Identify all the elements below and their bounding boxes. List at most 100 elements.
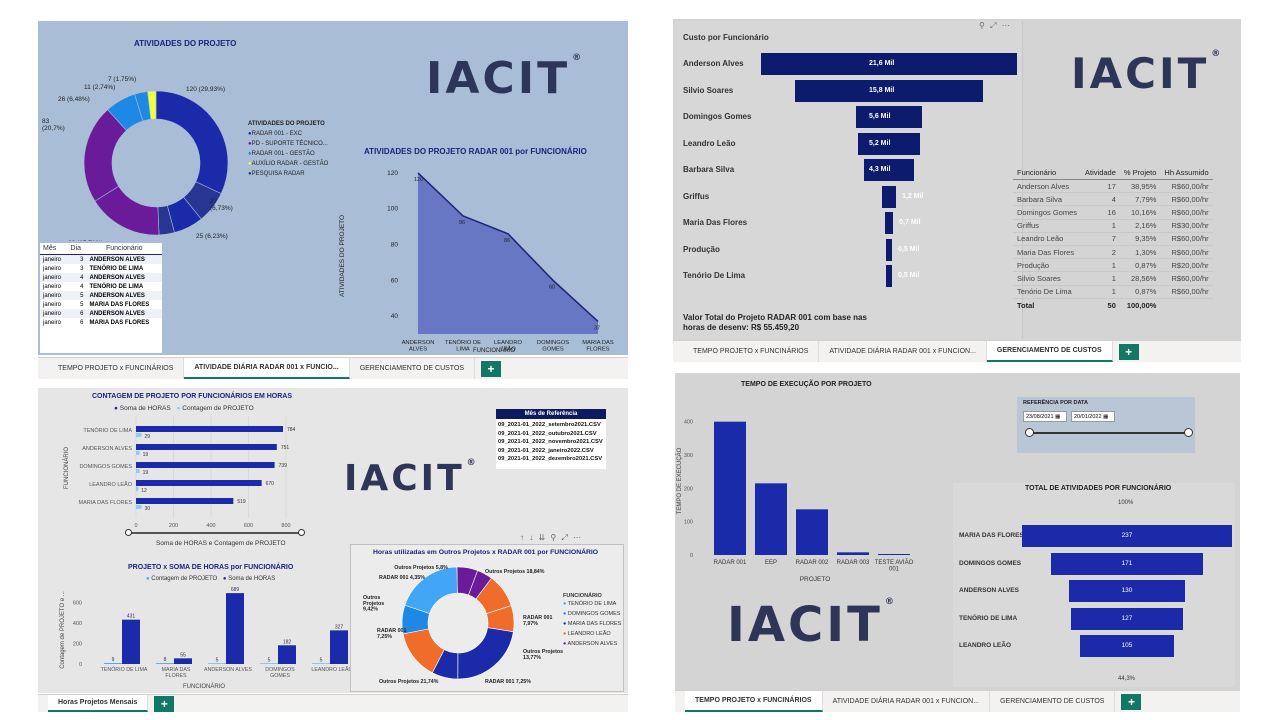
date-from-input[interactable]: 23/08/2021 ▦ (1023, 411, 1067, 422)
slider-handle-left[interactable] (125, 529, 132, 536)
table-row[interactable]: Domingos Gomes 16 10,16% R$60,00/hr (1013, 205, 1213, 220)
column-header[interactable]: Funcionário (1013, 166, 1082, 180)
funnel-visual[interactable]: Custo por Funcionário Anderson Alves 21,6… (675, 21, 1023, 339)
activities-area-chart[interactable]: ATIVIDADES DO PROJETO 120 100 80 60 40 120 ANDE… (334, 156, 624, 352)
hbar-slider[interactable] (125, 529, 305, 536)
funnel-bar[interactable] (1022, 525, 1232, 547)
horas-bar[interactable] (136, 480, 262, 486)
table-row[interactable]: janeiro 6 MARIA DAS FLORES (40, 318, 162, 327)
add-page-button[interactable]: + (1118, 343, 1139, 360)
horas-bar[interactable] (136, 498, 234, 504)
slider-handle-right[interactable] (298, 529, 305, 536)
column-header[interactable]: Dia (67, 243, 87, 255)
page-tab[interactable]: ATIVIDADE DIÁRIA RADAR 001 x FUNCIO... (184, 358, 350, 379)
column-header[interactable]: % Projeto (1119, 166, 1161, 180)
horas-column[interactable] (278, 645, 296, 664)
donut-slice[interactable] (155, 90, 229, 195)
drill-down-icon[interactable]: ↓ (529, 533, 534, 542)
contagem-bar[interactable] (136, 487, 139, 491)
donut-slice[interactable] (404, 566, 458, 614)
date-to-input[interactable]: 20/01/2022 ▦ (1071, 411, 1115, 422)
funnel-bar[interactable] (761, 53, 1017, 75)
donut-slice[interactable] (457, 627, 514, 680)
month-slicer[interactable]: Mês de Referência 09_2021-01_2022_setemb… (496, 409, 606, 469)
page-tab[interactable]: TEMPO PROJETO x FUNCINÁRIOS (683, 341, 820, 362)
legend-item[interactable]: ●RADAR 001 - GESTÃO (248, 149, 328, 159)
donut-slice[interactable] (147, 90, 157, 120)
funnel-bar[interactable] (886, 238, 892, 261)
contagem-column[interactable] (260, 663, 278, 664)
more-options-icon[interactable]: ⋯ (573, 533, 582, 542)
execution-column[interactable] (796, 509, 828, 555)
execution-column[interactable] (878, 554, 910, 555)
hours-donut-chart[interactable]: Outros Projetos 5,8% RADAR 001 4,35% Outro… (351, 557, 625, 691)
page-tab[interactable]: GERENCIAMENTO DE CUSTOS (990, 691, 1116, 712)
table-row[interactable]: Leandro Leão 7 9,35% R$60,00/hr (1013, 232, 1213, 246)
legend-item[interactable]: ● MARIA DAS FLORES (563, 619, 621, 629)
contagem-column[interactable] (208, 663, 226, 664)
funnel-bar[interactable] (1051, 552, 1203, 575)
contagem-bar[interactable] (136, 451, 140, 455)
hours-bar-chart[interactable]: FUNCIONÁRIO TENÓRIO DE LIMA 784 29 ANDERSON … (58, 416, 308, 550)
cost-table[interactable]: Funcionário Atividade% Projeto Hh Assumido… (1013, 166, 1213, 312)
column-header[interactable]: Funcionário (86, 243, 162, 255)
date-range-slider[interactable] (1025, 428, 1193, 437)
project-hours-column-chart[interactable]: Contagem de PROJETO e ... 600 400 200 0 9 431 T… (54, 584, 350, 690)
column-header[interactable]: Mês (40, 243, 68, 255)
activities-funnel-chart[interactable]: MARIA DAS FLORES 237 DOMINGOS GOMES 171 ANDE… (953, 513, 1235, 673)
more-options-icon[interactable]: ⋯ (1001, 21, 1010, 30)
slicer-item[interactable]: 09_2021-01_2022_setembro2021.CSV (498, 422, 601, 428)
focus-mode-icon[interactable]: ⤢ (561, 533, 568, 542)
horas-bar[interactable] (136, 426, 283, 432)
funnel-bar[interactable] (1069, 580, 1185, 602)
funnel-bar[interactable] (1070, 607, 1184, 630)
contagem-column[interactable] (104, 663, 122, 664)
page-tab[interactable]: TEMPO PROJETO x FUNCINÁRIOS (685, 691, 823, 712)
page-tab[interactable]: ATIVIDADE DIÁRIA RADAR 001 x FUNCION... (819, 341, 987, 362)
filter-icon[interactable]: ⚲ (979, 21, 985, 30)
funnel-bar[interactable] (855, 106, 923, 128)
slider-handle-right[interactable] (1184, 428, 1193, 437)
table-row[interactable]: janeiro 4 ANDERSON ALVES (40, 273, 162, 282)
slicer-item[interactable]: 09_2021-01_2022_janeiro2022.CSV (498, 447, 594, 454)
table-row[interactable]: janeiro 6 ANDERSON ALVES (40, 309, 162, 318)
column-header[interactable]: Atividade (1081, 166, 1120, 180)
execution-column[interactable] (755, 483, 787, 555)
contagem-bar[interactable] (136, 433, 142, 437)
funnel-bar[interactable] (1080, 635, 1174, 657)
daily-table[interactable]: Mês Dia Funcionário janeiro 3 ANDERSON ALVES j… (40, 243, 162, 353)
page-tab[interactable]: GERENCIAMENTO DE CUSTOS (350, 358, 476, 379)
table-row[interactable]: Silvio Soares 1 28,56% R$60,00/hr (1013, 271, 1213, 286)
add-page-button[interactable]: + (481, 360, 502, 377)
page-tab[interactable]: Horas Projetos Mensais (48, 695, 149, 712)
area-fill[interactable] (418, 172, 598, 334)
legend-item[interactable]: ● LEANDRO LEÃO (563, 629, 621, 639)
horas-column[interactable] (226, 593, 244, 664)
contagem-column[interactable] (156, 663, 174, 664)
date-slicer[interactable]: REFERÊNCIA POR DATA 23/08/2021 ▦ 20/01/2… (1017, 397, 1195, 453)
table-row[interactable]: Griffus 1 2,16% R$30,00/hr (1013, 219, 1213, 233)
area-line[interactable] (417, 172, 599, 323)
table-row[interactable]: Barbara Silva 4 7,79% R$60,00/hr (1013, 192, 1213, 207)
horas-column[interactable] (122, 619, 140, 664)
legend-item[interactable]: ●AUXÍLIO RADAR - GESTÃO (248, 159, 328, 169)
legend-item[interactable]: ● DOMINGOS GOMES (563, 609, 621, 619)
add-page-button[interactable]: + (1121, 693, 1142, 710)
table-row[interactable]: Anderson Alves 17 38,95% R$60,00/hr (1013, 179, 1213, 194)
legend-item[interactable]: ●PESQUISA RADAR (248, 169, 328, 179)
execution-column[interactable] (837, 552, 869, 555)
horas-column[interactable] (330, 630, 348, 664)
funnel-bar[interactable] (795, 79, 983, 102)
page-tab[interactable]: ATIVIDADE DIÁRIA RADAR 001 x FUNCION... (823, 691, 991, 712)
slider-handle-left[interactable] (1025, 428, 1034, 437)
contagem-column[interactable] (312, 663, 330, 664)
table-row[interactable]: janeiro 3 ANDERSON ALVES (40, 254, 162, 264)
legend-item[interactable]: ●RADAR 001 - EXC (248, 129, 328, 139)
slicer-item[interactable]: 09_2021-01_2022_dezembro2021.CSV (498, 456, 603, 462)
execution-column[interactable] (714, 421, 746, 555)
legend-item[interactable]: ● TENÓRIO DE LIMA (563, 599, 621, 609)
table-row[interactable]: janeiro 5 ANDERSON ALVES (40, 291, 162, 300)
execution-time-column-chart[interactable]: TEMPO DE EXECUÇÃO 400 300 200 100 0 RADAR 001 E… (675, 401, 925, 585)
activities-donut-chart[interactable]: 120 (29,93%)27(6,73%)25 (6,23%)13 (3,24%… (38, 51, 258, 241)
slicer-item[interactable]: 09_2021-01_2022_novembro2021.CSV (498, 439, 603, 445)
